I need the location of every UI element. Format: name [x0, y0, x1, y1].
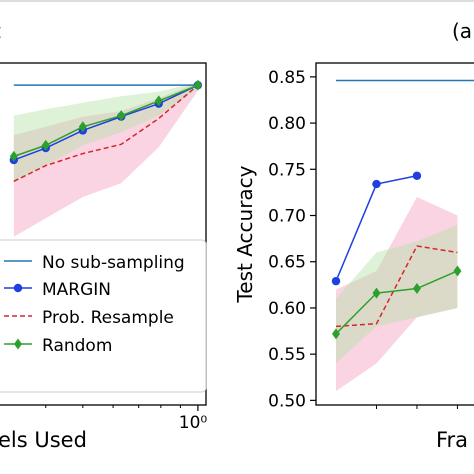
- right-point-margin: [331, 276, 341, 286]
- legend-entry-prob-resample: Prob. Resample: [4, 308, 174, 328]
- legend-label-margin: MARGIN: [42, 280, 111, 300]
- right-plot-frame: [315, 62, 474, 406]
- right-band-random: [336, 224, 458, 364]
- left-band-random: [13, 82, 198, 183]
- left-point-random: [41, 139, 50, 151]
- right-line-random: [335, 270, 458, 335]
- left-band-prob-resample: [13, 82, 198, 237]
- right-y-tick-label: 0.80: [268, 114, 306, 134]
- right-x-ticks: [375, 405, 458, 409]
- left-point-random: [193, 79, 202, 91]
- legend-box: [0, 239, 207, 393]
- left-point-random: [154, 95, 163, 107]
- left-x-tick-label: 10⁰: [179, 413, 208, 433]
- right-x-axis-label: Fra: [436, 428, 468, 452]
- legend-entry-margin: MARGIN: [4, 280, 111, 300]
- right-y-ticks: 0.50 0.55 0.60 0.65 0.70 0.75 0.80 0.85: [268, 68, 316, 411]
- right-point-random: [453, 265, 462, 277]
- right-y-tick-label: 0.50: [268, 391, 306, 411]
- right-y-tick-label: 0.75: [268, 160, 306, 180]
- right-point-margin: [412, 171, 422, 180]
- left-point-random: [9, 150, 18, 162]
- right-point-margin: [372, 179, 381, 189]
- left-point-random: [117, 110, 126, 122]
- right-y-tick-label: 0.70: [268, 207, 306, 227]
- left-panel: t 10⁰ els Used No sub-sampling MARGIN Pr…: [0, 19, 207, 452]
- right-line-prob-resample: [335, 245, 458, 328]
- legend-label-prob-resample: Prob. Resample: [42, 308, 174, 328]
- legend: No sub-sampling MARGIN Prob. Resample Ra…: [0, 239, 207, 393]
- right-band-prob-resample: [336, 197, 458, 392]
- left-line-random: [13, 84, 199, 158]
- right-panel: (a 0.50 0.55 0.60 0.65 0.70 0.75 0.80 0.85 Test…: [233, 19, 474, 452]
- legend-label-no-subsampling: No sub-sampling: [42, 253, 185, 273]
- legend-label-random: Random: [42, 336, 112, 356]
- right-y-axis-label: Test Accuracy: [233, 165, 257, 303]
- left-point-random: [78, 121, 87, 133]
- right-point-random: [372, 287, 381, 299]
- right-point-random: [332, 328, 340, 340]
- left-line-margin: [13, 84, 199, 161]
- left-x-ticks: [45, 405, 199, 411]
- right-panel-label: (a: [452, 19, 472, 43]
- legend-marker-margin: [13, 283, 23, 293]
- right-point-random: [412, 283, 421, 295]
- left-x-axis-label: els Used: [0, 428, 87, 452]
- legend-marker-random: [14, 338, 22, 350]
- right-y-tick-label: 0.85: [268, 68, 306, 88]
- left-line-prob-resample: [13, 84, 199, 182]
- right-y-tick-label: 0.65: [268, 253, 306, 273]
- legend-entry-no-subsampling: No sub-sampling: [4, 253, 185, 273]
- left-plot-frame: [0, 62, 207, 406]
- legend-entry-random: Random: [4, 336, 112, 356]
- right-y-tick-label: 0.60: [268, 299, 306, 319]
- right-y-tick-label: 0.55: [268, 345, 306, 365]
- left-panel-label: t: [0, 19, 1, 43]
